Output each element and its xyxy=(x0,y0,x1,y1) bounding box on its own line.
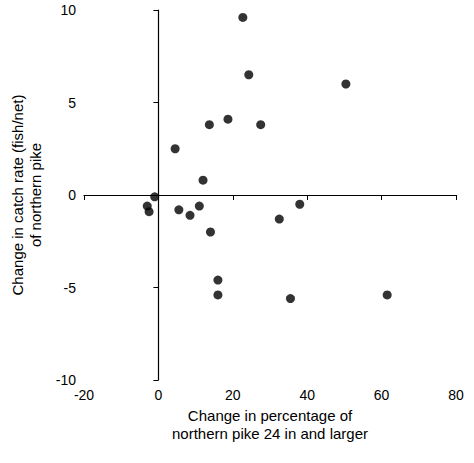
svg-text:0: 0 xyxy=(155,387,163,403)
svg-text:80: 80 xyxy=(448,387,464,403)
svg-text:of northern pike: of northern pike xyxy=(27,143,44,247)
svg-text:5: 5 xyxy=(68,95,76,111)
svg-text:northern pike 24 in and larger: northern pike 24 in and larger xyxy=(172,425,368,442)
svg-text:0: 0 xyxy=(68,187,76,203)
svg-text:10: 10 xyxy=(60,2,76,18)
svg-text:-20: -20 xyxy=(74,387,94,403)
svg-text:-5: -5 xyxy=(64,280,77,296)
svg-text:Change in percentage of: Change in percentage of xyxy=(188,407,353,424)
svg-text:20: 20 xyxy=(225,387,241,403)
svg-text:-10: -10 xyxy=(56,372,76,388)
svg-text:60: 60 xyxy=(374,387,390,403)
svg-text:Change in catch rate (fish/net: Change in catch rate (fish/net) xyxy=(9,95,26,296)
svg-text:40: 40 xyxy=(299,387,315,403)
